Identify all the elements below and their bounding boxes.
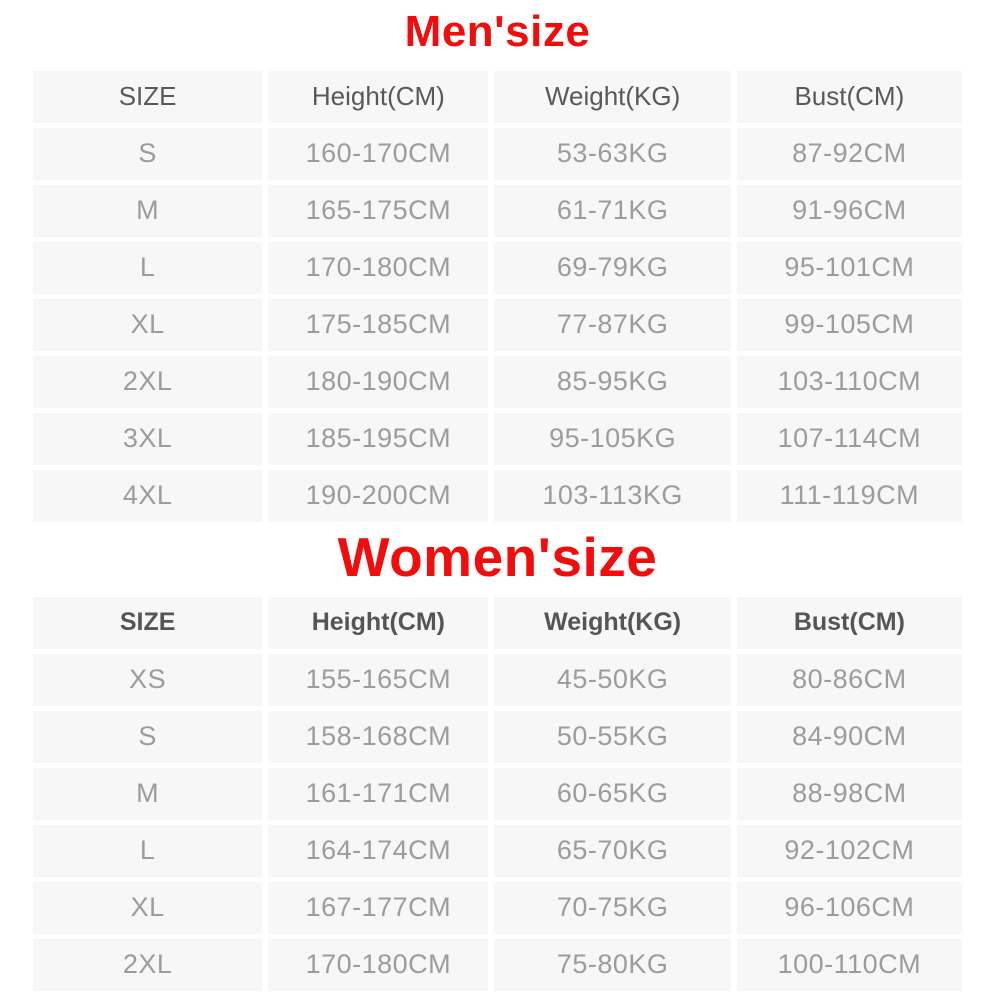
data-cell: 180-190CM [268, 355, 489, 408]
column-header: SIZE [33, 596, 263, 649]
data-cell: 95-101CM [736, 241, 962, 294]
data-cell: 69-79KG [494, 241, 731, 294]
mens-size-title: Men'size [404, 7, 591, 56]
column-header: Weight(KG) [494, 70, 731, 123]
data-cell: 95-105KG [494, 412, 731, 465]
column-header: Bust(CM) [736, 70, 962, 123]
data-cell: 103-113KG [494, 469, 731, 522]
data-cell: 50-55KG [494, 710, 731, 763]
data-cell: 190-200CM [268, 469, 489, 522]
data-cell: 53-63KG [494, 127, 731, 180]
data-cell: 77-87KG [494, 298, 731, 351]
data-cell: 61-71KG [494, 184, 731, 237]
data-cell: 60-65KG [494, 767, 731, 820]
data-cell: 80-86CM [736, 653, 962, 706]
data-cell: 100-110CM [736, 938, 962, 991]
size-label-cell: L [33, 241, 263, 294]
size-label-cell: XS [33, 653, 263, 706]
size-label-cell: M [33, 184, 263, 237]
womens-size-table: SIZE Height(CM) Weight(KG) Bust(CM) XS 155-16… [33, 596, 962, 991]
data-cell: 87-92CM [736, 127, 962, 180]
mens-size-section: Men'size SIZE Height(CM) Weight(KG) Bust(CM… [33, 6, 962, 522]
data-cell: 85-95KG [494, 355, 731, 408]
size-label-cell: M [33, 767, 263, 820]
data-cell: 161-171CM [268, 767, 489, 820]
column-header: SIZE [33, 70, 263, 123]
data-cell: 99-105CM [736, 298, 962, 351]
data-cell: 91-96CM [736, 184, 962, 237]
column-header: Bust(CM) [736, 596, 962, 649]
data-cell: 170-180CM [268, 241, 489, 294]
data-cell: 75-80KG [494, 938, 731, 991]
data-cell: 158-168CM [268, 710, 489, 763]
womens-size-section: Women'size SIZE Height(CM) Weight(KG) Bust(… [33, 525, 962, 991]
size-label-cell: 3XL [33, 412, 263, 465]
data-cell: 70-75KG [494, 881, 731, 934]
data-cell: 170-180CM [268, 938, 489, 991]
size-label-cell: S [33, 127, 263, 180]
data-cell: 185-195CM [268, 412, 489, 465]
column-header: Height(CM) [268, 70, 489, 123]
data-cell: 164-174CM [268, 824, 489, 877]
size-label-cell: S [33, 710, 263, 763]
data-cell: 165-175CM [268, 184, 489, 237]
size-label-cell: XL [33, 881, 263, 934]
data-cell: 175-185CM [268, 298, 489, 351]
data-cell: 88-98CM [736, 767, 962, 820]
data-cell: 45-50KG [494, 653, 731, 706]
mens-size-table: SIZE Height(CM) Weight(KG) Bust(CM) S 160-170… [33, 70, 962, 522]
column-header: Weight(KG) [494, 596, 731, 649]
data-cell: 92-102CM [736, 824, 962, 877]
data-cell: 167-177CM [268, 881, 489, 934]
size-label-cell: L [33, 824, 263, 877]
column-header: Height(CM) [268, 596, 489, 649]
size-label-cell: 2XL [33, 938, 263, 991]
size-label-cell: 2XL [33, 355, 263, 408]
data-cell: 65-70KG [494, 824, 731, 877]
data-cell: 103-110CM [736, 355, 962, 408]
data-cell: 84-90CM [736, 710, 962, 763]
data-cell: 107-114CM [736, 412, 962, 465]
data-cell: 155-165CM [268, 653, 489, 706]
size-label-cell: 4XL [33, 469, 263, 522]
size-label-cell: XL [33, 298, 263, 351]
data-cell: 160-170CM [268, 127, 489, 180]
data-cell: 111-119CM [736, 469, 962, 522]
womens-size-title: Women'size [337, 525, 658, 588]
data-cell: 96-106CM [736, 881, 962, 934]
